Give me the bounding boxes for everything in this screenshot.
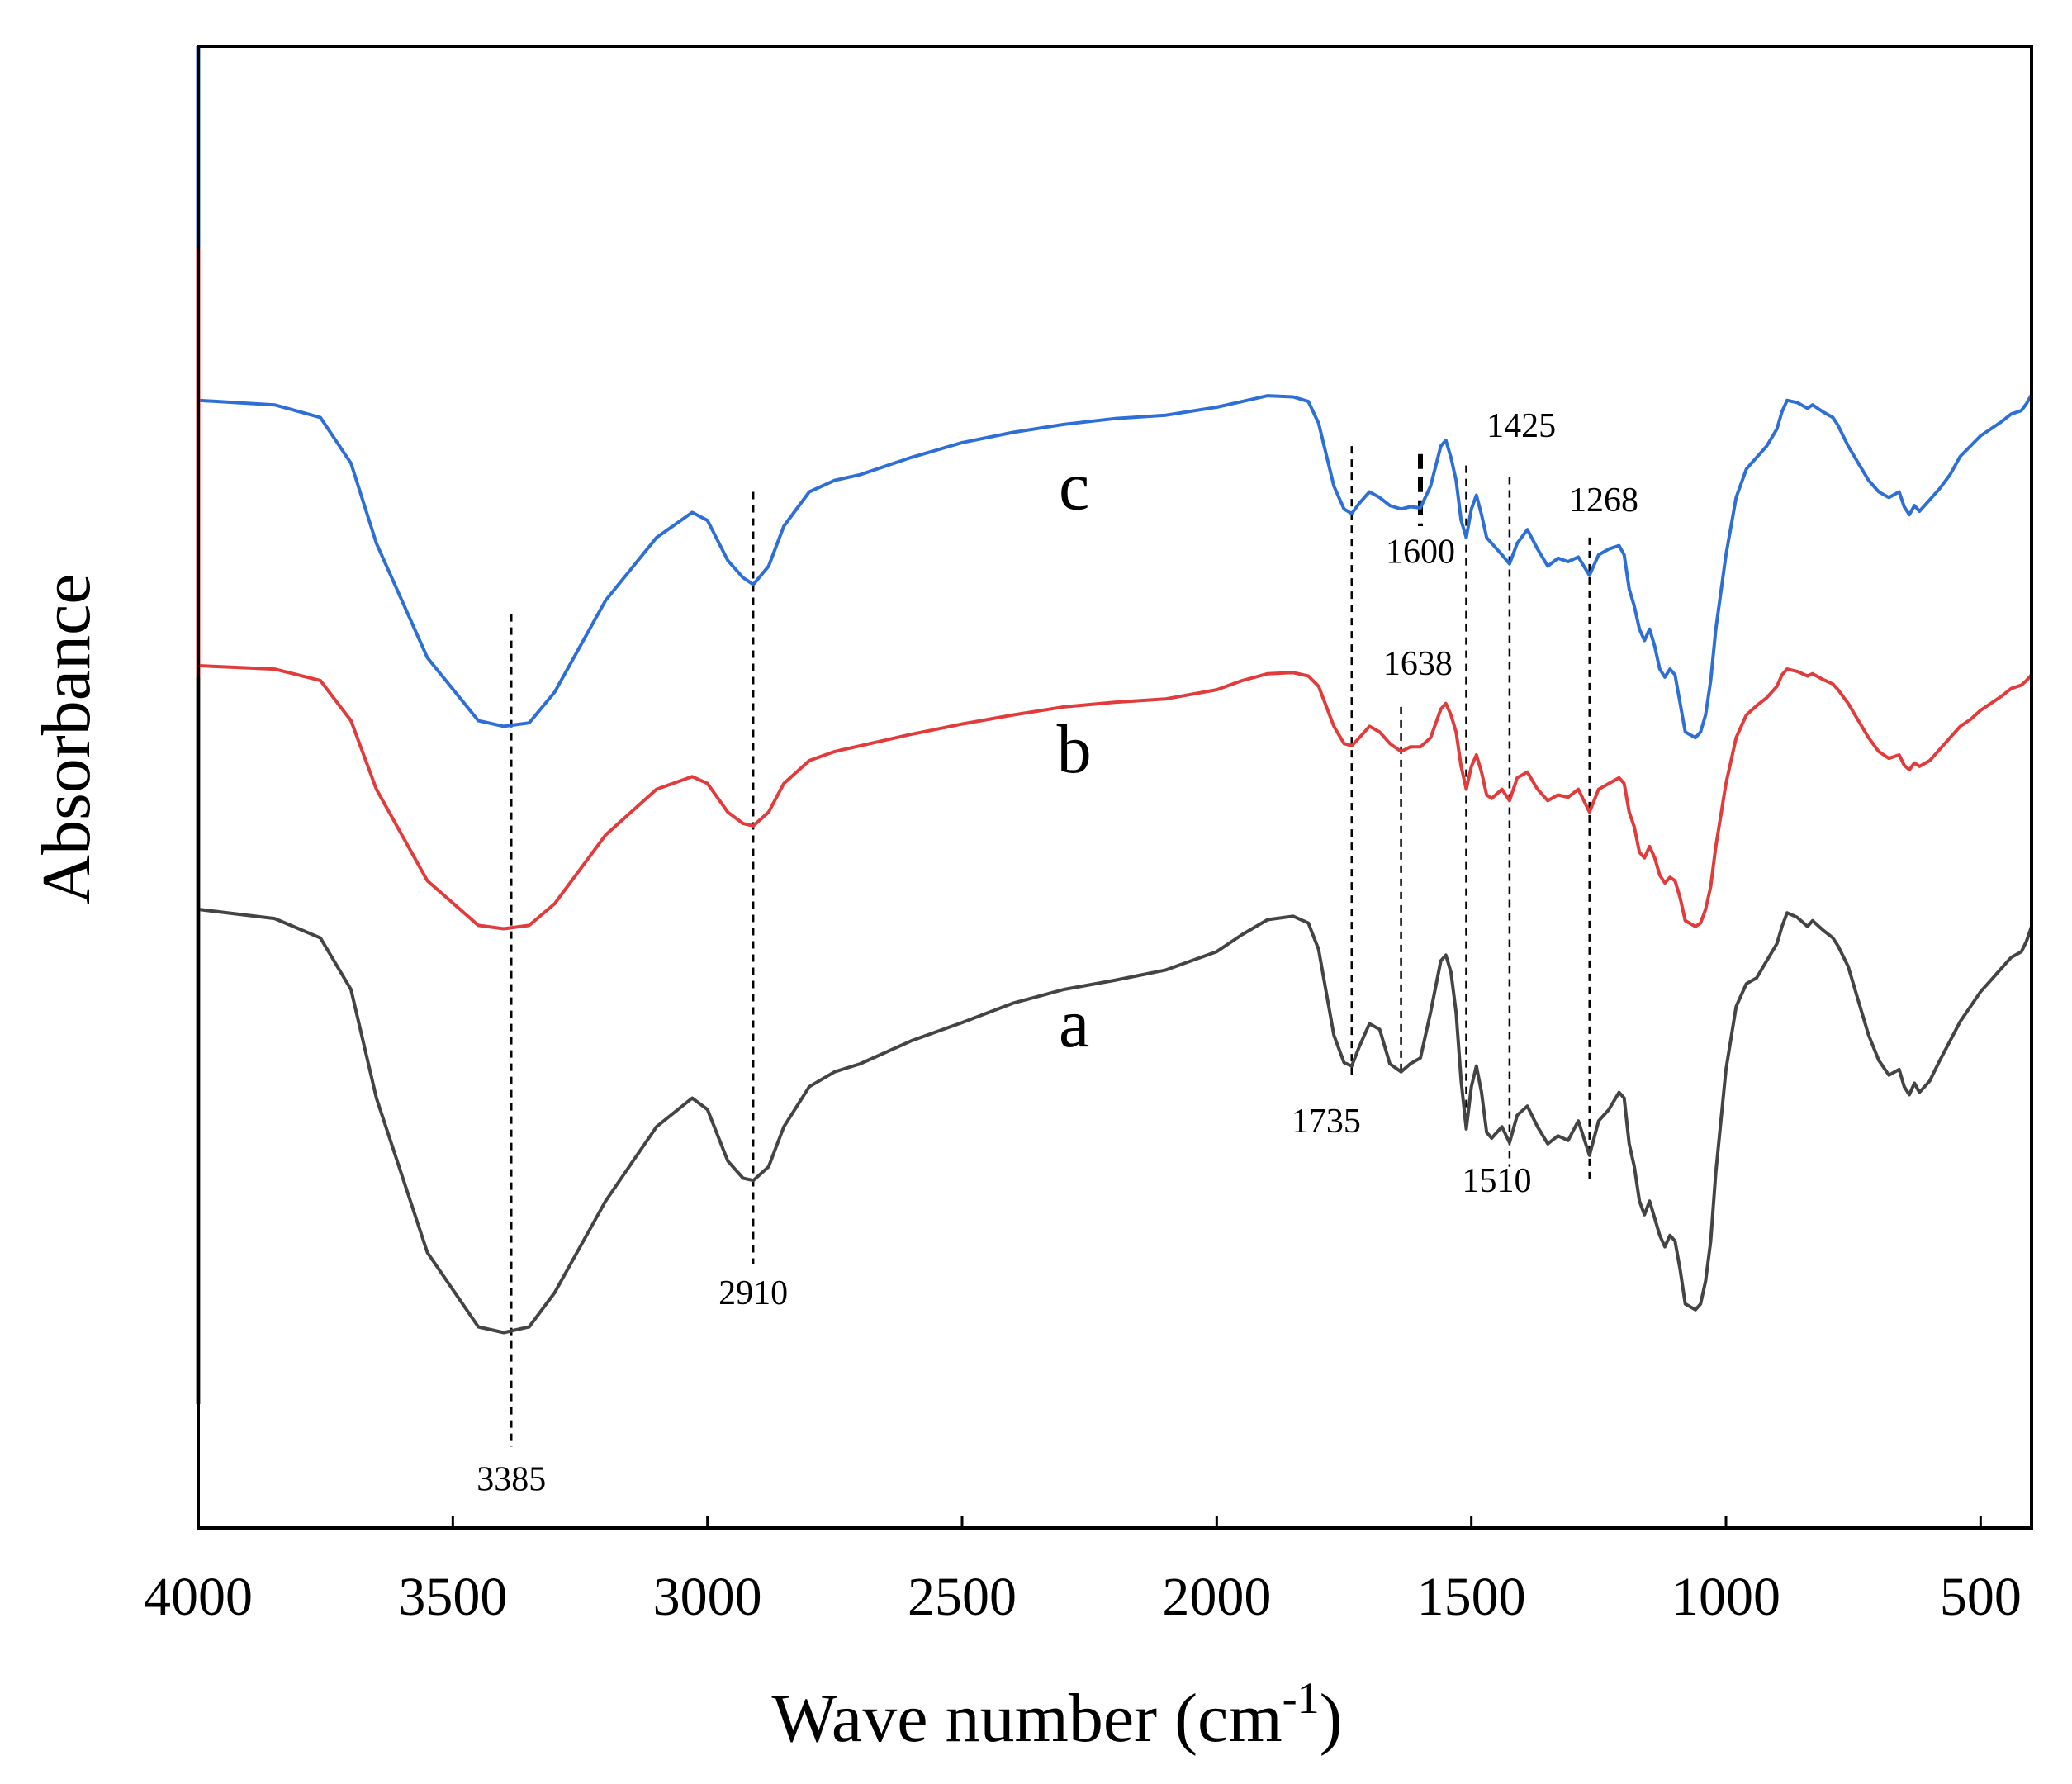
x-tick-label-500: 500 [1940,1567,2022,1627]
series-label-a: a [1059,985,1089,1062]
series-labels: c b a [1057,448,1092,1062]
x-axis-title-suffix: ) [1320,1680,1343,1757]
x-tick-label-4000: 4000 [144,1567,253,1627]
x-axis-ticks: 4000 3500 3000 2500 2000 1500 1000 500 [144,1516,2022,1627]
peak-labels: 3385 2910 1735 1510 1638 1600 1425 1268 [477,407,1638,1499]
x-tick-label-1000: 1000 [1671,1567,1780,1627]
y-axis-title: Absorbance [28,573,105,904]
spectra-series [197,392,2033,1335]
series-a-line [197,908,2033,1335]
series-label-b: b [1057,711,1092,788]
x-tick-label-1500: 1500 [1417,1567,1526,1627]
series-c-line [197,392,2033,740]
peak-label-1638: 1638 [1383,645,1453,683]
peak-label-1425: 1425 [1486,407,1556,445]
x-axis-title: Wave number (cm-1) [771,1673,1342,1757]
peak-label-1510: 1510 [1463,1162,1532,1200]
plot-frame [197,45,2033,1530]
x-axis-title-main: Wave number (cm [771,1680,1282,1757]
x-axis-title-superscript: -1 [1283,1673,1320,1723]
series-b-line [197,664,2033,931]
peak-label-3385: 3385 [477,1461,546,1499]
x-tick-label-2500: 2500 [908,1567,1017,1627]
peak-label-2910: 2910 [718,1274,788,1312]
x-tick-label-3500: 3500 [398,1567,507,1627]
x-tick-label-3000: 3000 [653,1567,762,1627]
peak-label-1600: 1600 [1386,533,1455,571]
series-label-c: c [1059,448,1089,524]
x-tick-label-2000: 2000 [1162,1567,1271,1627]
peak-label-1735: 1735 [1292,1103,1361,1141]
peak-label-1268: 1268 [1569,482,1638,520]
peak-guide-lines [510,446,1591,1447]
